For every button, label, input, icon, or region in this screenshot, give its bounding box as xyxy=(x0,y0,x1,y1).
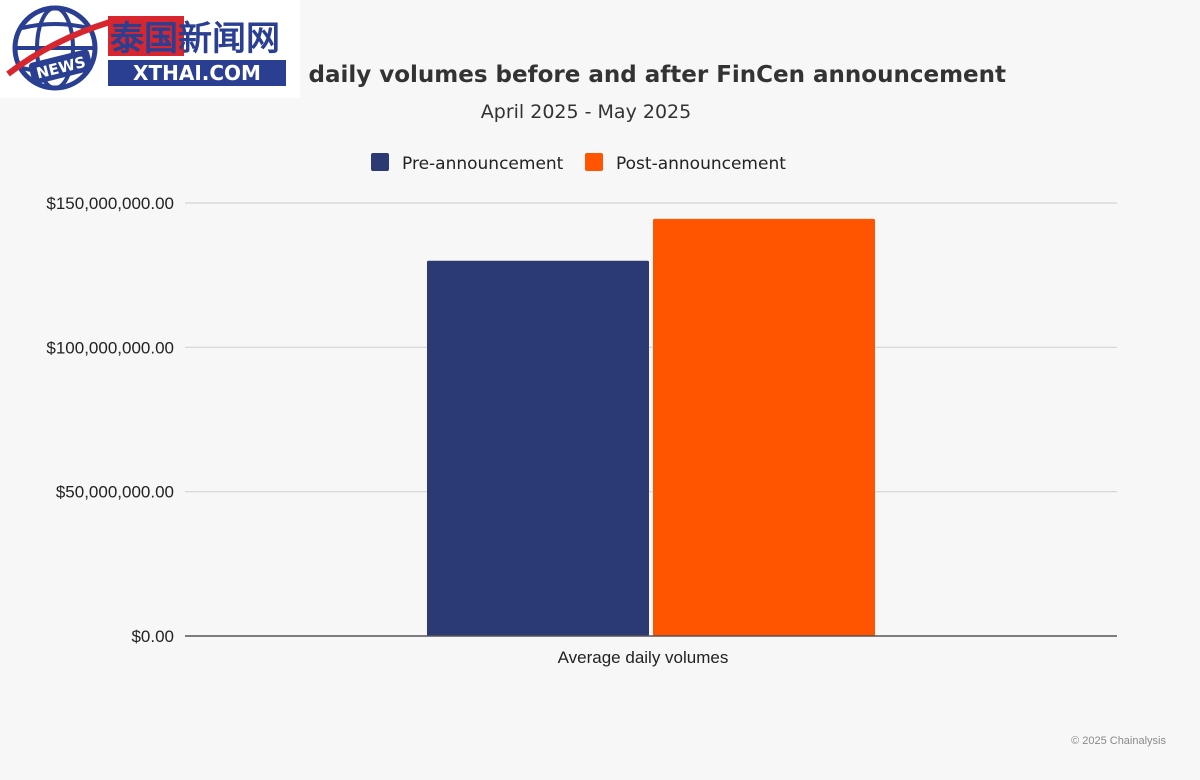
watermark-logo: NEWS 泰国新闻网 XTHAI.COM xyxy=(0,0,300,98)
logo-graphic: NEWS 泰国新闻网 XTHAI.COM xyxy=(6,5,286,91)
y-tick-label: $50,000,000.00 xyxy=(56,483,174,502)
logo-domain-bar xyxy=(108,60,286,86)
gridlines xyxy=(185,202,1117,493)
bar-post-announcement xyxy=(653,218,875,637)
legend-swatch xyxy=(371,153,389,171)
chart-title: Average daily volumes before and after F… xyxy=(194,62,1006,88)
legend: Pre-announcement Post-announcement xyxy=(371,153,786,174)
logo-red-block xyxy=(108,16,184,56)
legend-swatch xyxy=(585,153,603,171)
credit-text: © 2025 Chainalysis xyxy=(1071,735,1166,747)
bar-pre-announcement xyxy=(427,260,649,636)
globe-icon xyxy=(6,5,111,91)
y-axis-ticks: $0.00 $50,000,000.00 $100,000,000.00 $150,0… xyxy=(46,194,174,646)
y-tick-label: $150,000,000.00 xyxy=(46,194,174,213)
chart-subtitle: April 2025 - May 2025 xyxy=(481,101,691,123)
logo-domain-text: XTHAI.COM xyxy=(133,61,261,85)
logo-cn-text: 泰国新闻网 xyxy=(110,19,280,59)
bars xyxy=(427,218,875,637)
legend-label: Pre-announcement xyxy=(402,154,564,174)
y-tick-label: $100,000,000.00 xyxy=(46,338,174,357)
x-axis-categories: Average daily volumes xyxy=(558,648,729,667)
y-tick-label: $0.00 xyxy=(131,627,174,646)
x-category-label: Average daily volumes xyxy=(558,648,729,667)
legend-label: Post-announcement xyxy=(616,154,786,174)
